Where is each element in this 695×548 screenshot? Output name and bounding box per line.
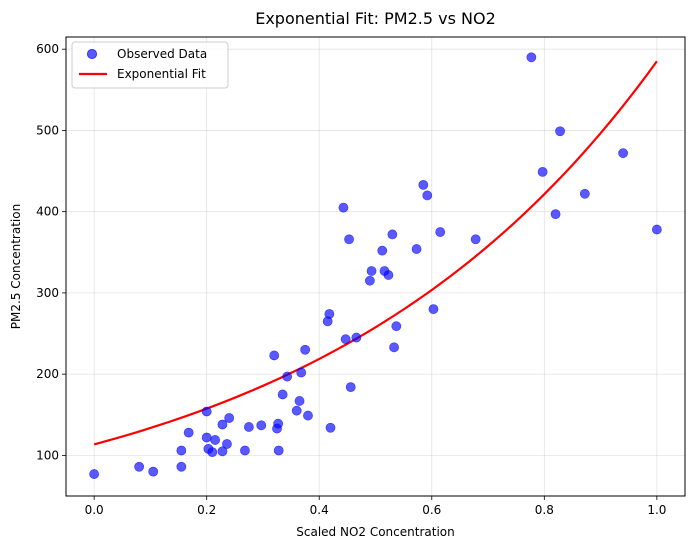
x-tick-label: 0.0 [85,503,104,517]
fit-line-layer [93,60,658,446]
y-tick-label: 200 [36,367,59,381]
data-point [351,332,362,343]
data-point [364,275,375,286]
data-point [207,447,218,458]
data-point [273,445,284,456]
data-point [550,209,561,220]
data-point [134,461,145,472]
data-point [470,234,481,245]
data-point [282,371,293,382]
data-point [377,245,388,256]
data-point [345,382,356,393]
data-point [325,422,336,433]
exponential-fit-line [93,60,658,446]
data-point [526,52,537,63]
legend-marker-observed [86,48,98,60]
data-point [324,309,335,319]
grid [66,37,685,496]
data-point [291,405,302,416]
x-tick-label: 0.2 [197,503,216,517]
scatter-points [89,52,662,479]
y-tick-label: 600 [36,42,59,56]
legend-box [71,41,229,89]
data-point [418,179,429,190]
data-point [340,334,351,345]
y-tick-label: 300 [36,286,59,300]
x-tick-label: 0.4 [310,503,329,517]
data-point [387,229,398,240]
chart-title: Exponential Fit: PM2.5 vs NO2 [255,9,496,28]
data-point [651,224,662,235]
legend-label-observed: Observed Data [117,47,207,61]
data-point [391,321,402,332]
data-point [89,469,100,479]
data-point [224,413,235,423]
data-point [148,466,159,477]
y-tick-label: 400 [36,205,59,219]
data-point [217,446,228,457]
data-point [344,234,354,245]
data-point [296,367,307,378]
data-point [217,419,228,430]
x-axis-ticks: 0.0 0.2 0.4 0.6 0.8 1.0 [85,496,666,517]
legend-label-fit: Exponential Fit [117,67,206,81]
x-tick-label: 0.8 [535,503,554,517]
data-point [422,190,433,201]
y-axis-ticks: 100 200 300 400 500 600 [36,42,66,462]
data-point [176,445,187,456]
data-point [428,304,439,315]
data-point [240,445,250,456]
data-point [300,344,311,355]
x-tick-label: 0.6 [422,503,441,517]
data-point [366,266,377,276]
x-tick-label: 1.0 [647,503,666,517]
data-point [579,188,590,199]
y-tick-label: 100 [36,448,59,462]
data-point [555,126,565,137]
plot-area-frame [65,36,686,497]
data-point [256,420,267,431]
legend: Observed Data Exponential Fit [71,41,229,89]
y-tick-label: 500 [36,123,59,137]
data-point [176,461,187,472]
data-point [183,427,194,438]
data-point [210,435,221,445]
data-point [201,432,212,443]
data-point [537,166,548,177]
data-point [277,389,288,400]
data-point [618,148,628,159]
data-point [383,270,394,280]
data-point [294,396,305,406]
y-axis-label: PM2.5 Concentration [9,204,23,329]
data-point [269,350,280,361]
x-axis-label: Scaled NO2 Concentration [296,525,454,539]
data-point [222,439,232,449]
data-point [411,244,422,254]
data-point [435,227,446,237]
data-point [303,410,313,421]
data-point [338,202,349,213]
data-point [389,342,399,353]
data-point [273,418,284,429]
data-point [201,406,212,417]
data-point [243,422,254,432]
